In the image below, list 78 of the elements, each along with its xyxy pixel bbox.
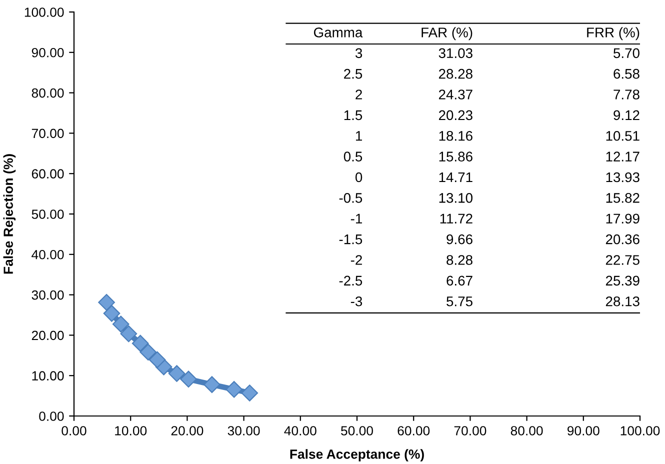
annotation: -3 <box>350 296 362 306</box>
annotation: -1.5 <box>339 234 362 244</box>
annotation: 14.71 <box>439 172 472 182</box>
x-tick-label: 10.00 <box>115 426 147 436</box>
annotation: FAR (%) <box>422 27 472 40</box>
annotation: 0.5 <box>344 152 362 162</box>
point <box>140 344 157 360</box>
point <box>180 370 197 388</box>
annotation: 3 <box>355 48 362 58</box>
y-axis-title: False Rejection (%) <box>3 154 16 274</box>
y-tick-label: 70.00 <box>32 128 64 138</box>
annotation: 6.58 <box>614 68 640 79</box>
annotation: 13.93 <box>606 172 640 182</box>
x-tick-label: 50.00 <box>341 426 373 436</box>
annotation: 0 <box>355 172 362 182</box>
y-tick-label: 20.00 <box>32 330 64 340</box>
point <box>112 316 130 332</box>
x-tick-label: 100.00 <box>620 426 660 436</box>
annotation: 22.75 <box>606 255 640 265</box>
annotation: 11.72 <box>440 214 472 224</box>
annotation: -0.5 <box>339 193 362 203</box>
annotation: 25.39 <box>606 276 640 286</box>
annotation: -1 <box>350 214 362 224</box>
y-tick-label: 90.00 <box>32 48 64 58</box>
y-tick-label: 40.00 <box>32 250 64 260</box>
x-tick-label: 70.00 <box>454 426 486 436</box>
y-tick-label: 10.00 <box>32 371 64 381</box>
annotation: 1 <box>356 131 362 141</box>
point <box>148 351 166 368</box>
x-tick-label: 40.00 <box>284 426 316 436</box>
annotation: 10.51 <box>606 130 640 141</box>
annotation: -2 <box>350 255 362 265</box>
x-tick-label: 30.00 <box>228 426 260 436</box>
point <box>120 325 138 342</box>
point <box>98 294 115 311</box>
annotation: Gamma <box>314 28 363 38</box>
annotation: 9.12 <box>614 110 640 120</box>
annotation: 6.67 <box>446 276 472 286</box>
point <box>132 334 149 352</box>
point <box>204 376 220 393</box>
annotation: 9.66 <box>446 234 472 244</box>
y-tick-label: 100.00 <box>24 8 64 17</box>
annotation: 28.13 <box>606 296 640 306</box>
point <box>168 365 186 382</box>
annotation: 28.28 <box>438 68 472 79</box>
x-tick-label: 90.00 <box>568 426 600 436</box>
annotation: FRR (%) <box>587 27 640 40</box>
y-tick-label: 80.00 <box>32 88 64 98</box>
annotation: 7.78 <box>614 90 640 100</box>
x-axis-title: False Acceptance (%) <box>290 449 424 462</box>
annotation: 20.36 <box>606 234 640 244</box>
annotation: 15.86 <box>439 152 472 162</box>
point <box>226 381 242 398</box>
annotation: 13.10 <box>439 193 472 203</box>
point <box>103 305 120 322</box>
y-tick-label: 0.00 <box>39 412 64 421</box>
annotation: 31.03 <box>438 48 472 58</box>
annotation: 5.75 <box>446 296 472 306</box>
annotation: 1.5 <box>344 110 362 120</box>
annotation: -2.5 <box>339 276 362 286</box>
y-tick-label: 30.00 <box>32 290 64 300</box>
annotation: 18.16 <box>439 130 472 141</box>
x-tick-label: 80.00 <box>510 426 543 436</box>
annotation: 12.17 <box>606 152 640 162</box>
y-tick-label: 60.00 <box>32 169 64 179</box>
annotation: 5.70 <box>614 48 640 58</box>
y-tick-label: 50.00 <box>32 210 64 219</box>
annotation: 2 <box>356 90 362 100</box>
annotation: 20.23 <box>438 110 472 120</box>
x-tick-label: 20.00 <box>171 426 204 436</box>
point <box>241 384 258 402</box>
annotation: 8.28 <box>446 255 472 265</box>
x-tick-label: 0.00 <box>62 426 86 436</box>
annotation: 15.82 <box>606 193 640 203</box>
annotation: 24.37 <box>438 90 472 100</box>
x-tick-label: 60.00 <box>398 426 430 436</box>
annotation: 2.5 <box>344 68 362 79</box>
annotation: 17.99 <box>606 214 640 224</box>
